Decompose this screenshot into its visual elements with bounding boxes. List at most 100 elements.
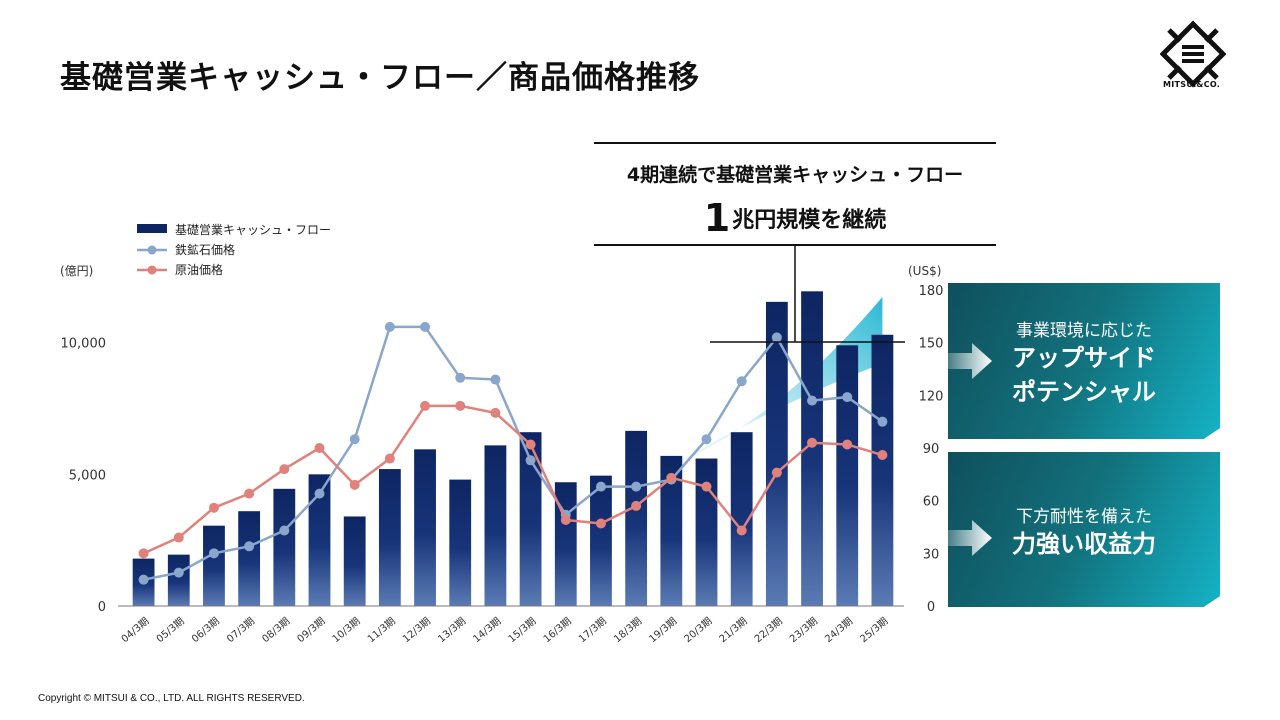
callout-number: 1 — [703, 196, 731, 240]
mitsui-logo — [1160, 20, 1226, 88]
page-title: 基礎営業キャッシュ・フロー／商品価格推移 — [60, 60, 700, 96]
series-point — [208, 502, 219, 513]
category-label: 21/3期 — [717, 615, 750, 645]
series-point — [771, 332, 782, 343]
right-tick-label: 0 — [927, 600, 935, 615]
upside-subtitle: 事業環境に応じた — [1016, 321, 1152, 341]
legend-label: 原油価格 — [175, 262, 223, 277]
category-label: 06/3期 — [189, 615, 222, 645]
legend-swatch-point — [147, 265, 157, 275]
series-point — [208, 548, 219, 559]
callout-line1: 4期連続で基礎営業キャッシュ・フロー — [626, 164, 964, 186]
category-label: 18/3期 — [611, 615, 644, 645]
bar-operating-cf — [203, 525, 225, 606]
legend-label: 鉄鉱石価格 — [175, 242, 235, 257]
upside-line1: アップサイド — [1012, 344, 1156, 372]
bar-operating-cf — [625, 430, 648, 606]
upside-panel: 事業環境に応じた アップサイド ポテンシャル — [948, 283, 1220, 439]
bar-operating-cf — [590, 475, 612, 606]
series-point — [595, 481, 606, 492]
category-label: 17/3期 — [576, 615, 609, 645]
bar-operating-cf — [765, 301, 788, 606]
series-point — [384, 453, 395, 464]
category-label: 12/3期 — [400, 615, 433, 645]
copyright: Copyright © MITSUI & CO., LTD. ALL RIGHT… — [38, 693, 305, 704]
left-tick-label: 0 — [98, 600, 106, 615]
series-point — [349, 434, 360, 445]
category-label: 15/3期 — [506, 615, 539, 645]
bar-operating-cf — [378, 469, 401, 606]
category-label: 23/3期 — [787, 615, 820, 645]
series-point — [701, 481, 712, 492]
bar-operating-cf — [308, 474, 331, 606]
series-point — [701, 434, 712, 445]
left-axis-unit: (億円) — [60, 264, 93, 278]
category-label: 16/3期 — [541, 615, 574, 645]
series-point — [314, 488, 325, 499]
bar-operating-cf — [871, 334, 894, 606]
series-point — [349, 479, 360, 490]
legend-swatch-point — [147, 245, 157, 255]
series-point — [455, 400, 466, 411]
series-point — [420, 321, 431, 332]
series-point — [279, 464, 290, 475]
bar-operating-cf — [554, 482, 577, 606]
series-point — [736, 376, 747, 387]
arrow-right-icon — [946, 520, 992, 556]
category-label: 22/3期 — [752, 615, 785, 645]
resilience-line1: 力強い収益力 — [1012, 530, 1156, 558]
series-point — [455, 372, 466, 383]
bar-operating-cf — [343, 516, 366, 606]
series-point — [525, 439, 536, 450]
series-point — [631, 481, 642, 492]
series-line — [143, 325, 884, 581]
series-point — [173, 567, 184, 578]
series-point — [314, 443, 325, 453]
callout-top-rule — [594, 142, 996, 144]
category-label: 14/3期 — [471, 615, 504, 645]
category-label: 19/3期 — [647, 615, 680, 645]
category-label: 05/3期 — [154, 615, 187, 645]
bar-operating-cf — [730, 432, 753, 606]
series-point — [244, 541, 255, 552]
category-label: 04/3期 — [119, 615, 152, 645]
series-point — [877, 416, 888, 427]
category-label: 10/3期 — [330, 615, 363, 645]
series-point — [807, 395, 818, 406]
bar-operating-cf — [449, 479, 472, 606]
bar-operating-cf — [660, 455, 683, 606]
category-label: 11/3期 — [365, 615, 398, 645]
right-tick-label: 30 — [923, 547, 940, 562]
series-point — [595, 518, 606, 529]
legend-label: 基礎営業キャッシュ・フロー — [175, 223, 331, 237]
category-label: 08/3期 — [260, 615, 293, 645]
series-point — [560, 514, 571, 525]
series-point — [384, 321, 395, 332]
upside-line2: ポテンシャル — [1012, 378, 1156, 406]
arrow-right-icon — [946, 343, 992, 379]
left-tick-label: 5,000 — [69, 468, 106, 483]
right-tick-label: 120 — [919, 389, 944, 404]
resilience-panel: 下方耐性を備えた 力強い収益力 — [948, 452, 1220, 607]
logo-text: MITSUI&CO. — [1163, 80, 1221, 89]
bar-operating-cf — [801, 291, 823, 606]
right-tick-label: 150 — [919, 337, 944, 352]
right-tick-label: 180 — [919, 284, 944, 299]
series-point — [173, 532, 184, 543]
callout-line2: 1兆円規模を継続 — [594, 196, 996, 240]
category-label: 25/3期 — [858, 615, 891, 645]
series-point — [138, 548, 149, 559]
bar-operating-cf — [695, 458, 718, 606]
series-point — [842, 392, 853, 403]
category-label: 09/3期 — [295, 615, 328, 645]
series-point — [525, 455, 536, 466]
series-point — [631, 500, 642, 511]
bar-operating-cf — [519, 432, 542, 606]
category-label: 13/3期 — [436, 615, 469, 645]
bar-operating-cf — [273, 488, 296, 606]
category-label: 24/3期 — [823, 615, 856, 645]
right-axis-unit: (US$) — [908, 264, 941, 278]
category-label: 20/3期 — [682, 615, 715, 645]
series-point — [807, 437, 818, 448]
right-tick-label: 90 — [923, 442, 940, 457]
